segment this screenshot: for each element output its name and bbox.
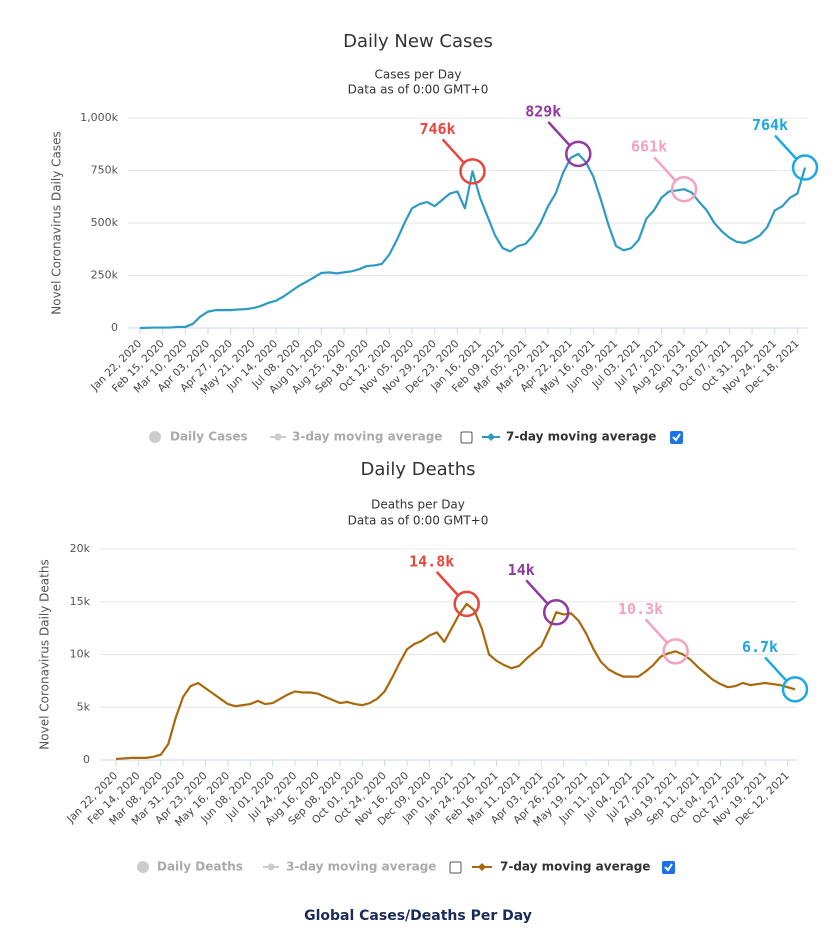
y-tick-label: 5k bbox=[77, 700, 91, 713]
annotation-circle bbox=[791, 154, 819, 181]
annotation-circle bbox=[453, 590, 480, 618]
y-tick-label: 1,000k bbox=[80, 111, 118, 124]
checkbox[interactable] bbox=[449, 861, 462, 874]
chart-subtitle: Data as of 0:00 GMT+0 bbox=[348, 514, 489, 528]
checkbox[interactable] bbox=[460, 431, 473, 444]
legend-marker bbox=[478, 863, 486, 871]
annotation-circle bbox=[565, 140, 592, 168]
y-tick-label: 15k bbox=[70, 595, 91, 608]
checkmark bbox=[672, 433, 681, 442]
annotation-circle bbox=[459, 158, 486, 185]
y-tick-label: 750k bbox=[91, 164, 119, 177]
legend-label[interactable]: Daily Cases bbox=[170, 430, 248, 444]
annotation-circle bbox=[781, 676, 809, 703]
y-tick-label: 0 bbox=[83, 753, 90, 766]
legend-label[interactable]: Daily Deaths bbox=[157, 860, 243, 874]
legend-label[interactable]: 7-day moving average bbox=[500, 860, 650, 874]
y-axis-title: Novel Coronavirus Daily Deaths bbox=[38, 559, 52, 749]
legend-dot bbox=[274, 433, 282, 441]
annotation-pointer bbox=[644, 618, 668, 644]
annotation-pointer bbox=[525, 579, 549, 605]
annotation-label: 829k bbox=[525, 102, 561, 120]
chart-subtitle: Data as of 0:00 GMT+0 bbox=[348, 83, 489, 97]
y-tick-label: 0 bbox=[111, 321, 118, 334]
annotation-pointer bbox=[435, 571, 459, 596]
annotation-circle bbox=[670, 175, 698, 203]
annotation-label: 746k bbox=[419, 120, 455, 138]
chart-subtitle: Deaths per Day bbox=[371, 498, 465, 512]
annotation-label: 14.8k bbox=[409, 552, 454, 570]
chart-subtitle: Cases per Day bbox=[375, 68, 462, 82]
series-line bbox=[115, 602, 796, 761]
annotation-label: 661k bbox=[631, 138, 667, 156]
y-tick-label: 250k bbox=[91, 269, 119, 282]
annotation-pointer bbox=[764, 656, 787, 682]
chart-title: Daily Deaths bbox=[360, 459, 475, 480]
annotation-label: 764k bbox=[752, 116, 788, 134]
legend-dot bbox=[267, 863, 275, 871]
annotation-pointer bbox=[653, 156, 677, 182]
annotation-label: 14k bbox=[508, 561, 535, 579]
checkmark bbox=[664, 863, 673, 872]
legend-label[interactable]: 3-day moving average bbox=[292, 430, 442, 444]
annotation-pointer bbox=[441, 138, 465, 164]
legend-dot bbox=[149, 431, 161, 443]
legend-marker bbox=[487, 433, 495, 441]
annotation-label: 6.7k bbox=[742, 638, 778, 656]
annotation-pointer bbox=[774, 134, 797, 160]
y-tick-label: 10k bbox=[70, 648, 91, 661]
legend-label[interactable]: 7-day moving average bbox=[506, 430, 656, 444]
annotation-pointer bbox=[547, 121, 571, 146]
y-tick-label: 20k bbox=[70, 542, 91, 555]
y-axis-title: Novel Coronavirus Daily Cases bbox=[50, 131, 64, 314]
legend-label[interactable]: 3-day moving average bbox=[286, 860, 436, 874]
chart: Daily Deaths Deaths per Day Data as of 0:0… bbox=[38, 459, 809, 874]
series-line bbox=[139, 152, 807, 330]
annotation-circle bbox=[542, 599, 570, 626]
annotation-label: 10.3k bbox=[618, 600, 663, 618]
y-tick-label: 500k bbox=[91, 216, 119, 229]
caption: Global Cases/Deaths Per Day bbox=[304, 908, 532, 924]
legend-dot bbox=[137, 861, 149, 873]
chart-title: Daily New Cases bbox=[343, 31, 493, 52]
annotation-circle bbox=[662, 638, 689, 665]
